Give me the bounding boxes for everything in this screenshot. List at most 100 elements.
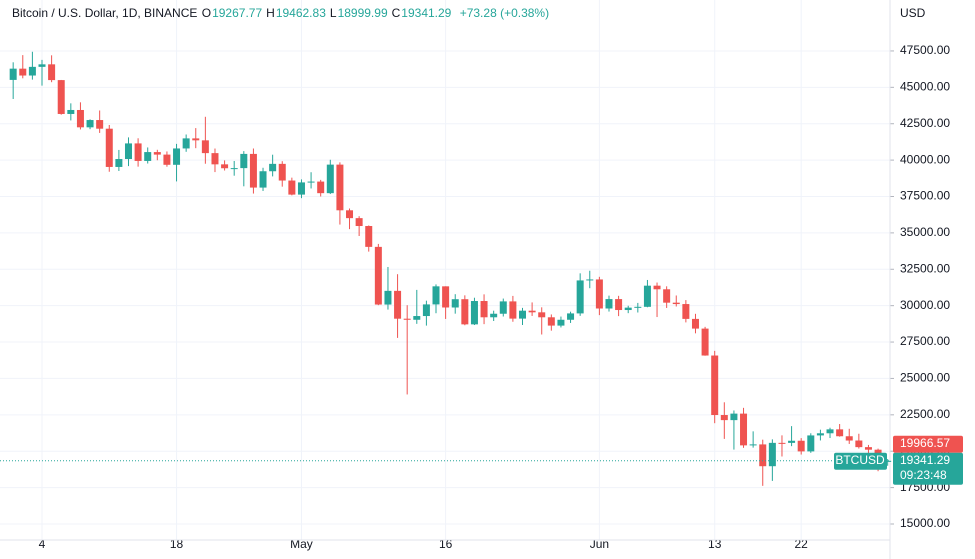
candle-body <box>67 109 75 114</box>
y-tick-label: 35000.00 <box>900 225 950 239</box>
ohlc-value: 19462.83 <box>275 6 326 20</box>
candle-body <box>807 435 815 452</box>
candle-body <box>499 301 507 314</box>
marker-price-label: 19966.57 <box>900 436 950 450</box>
candle-body <box>740 413 748 446</box>
candle-body <box>836 429 844 437</box>
candle-body <box>586 279 594 281</box>
candle-body <box>336 164 344 211</box>
y-tick-label: 32500.00 <box>900 261 950 275</box>
candle-body <box>691 318 699 329</box>
header: Bitcoin / U.S. Dollar, 1D, BINANCE O1926… <box>12 6 550 20</box>
candle-body <box>374 246 382 305</box>
candle-body <box>442 286 450 308</box>
candle-body <box>346 210 354 219</box>
candle-body <box>9 68 17 80</box>
y-tick-label: 47500.00 <box>900 43 950 57</box>
candle-body <box>509 301 517 319</box>
candle-body <box>422 304 430 317</box>
currency: USD <box>900 6 926 20</box>
y-tick-label: 25000.00 <box>900 371 950 385</box>
candle-body <box>105 128 113 167</box>
x-tick-label: 18 <box>170 537 184 551</box>
candle-body <box>595 279 603 309</box>
x-tick-label: Jun <box>590 537 609 551</box>
candle-body <box>365 226 373 247</box>
candle-body <box>797 440 805 452</box>
candle-body <box>576 280 584 314</box>
candle-body <box>96 120 104 129</box>
candle-body <box>76 109 84 128</box>
ohlc-value: 19341.29 <box>401 6 452 20</box>
candle-body <box>634 306 642 308</box>
y-tick-label: 27500.00 <box>900 334 950 348</box>
candle-body <box>201 140 209 154</box>
ohlc: O19267.77 H19462.83 L18999.99 C19341.29 <box>202 6 456 20</box>
candle-body <box>307 181 315 183</box>
candle-body <box>826 429 834 434</box>
y-tick-label: 40000.00 <box>900 152 950 166</box>
candle-body <box>480 301 488 318</box>
ohlc-label: C <box>391 6 401 20</box>
y-tick-label: 45000.00 <box>900 80 950 94</box>
y-tick-label: 42500.00 <box>900 116 950 130</box>
candle-body <box>643 285 651 307</box>
candle-body <box>115 159 123 167</box>
candle-body <box>86 120 94 128</box>
candle-body <box>19 68 27 76</box>
marker-price-box <box>893 435 963 453</box>
candle-body <box>538 312 546 318</box>
candle-body <box>57 80 65 114</box>
countdown: 09:23:48 <box>900 468 947 482</box>
candle-body <box>788 440 796 443</box>
candle-body <box>759 444 767 467</box>
candle-body <box>605 299 613 309</box>
candle-body <box>615 299 623 311</box>
candle-body <box>567 313 575 320</box>
y-tick-label: 37500.00 <box>900 189 950 203</box>
candle-body <box>778 442 786 444</box>
candle-body <box>240 153 248 169</box>
candle-body <box>711 355 719 416</box>
candle-body <box>288 180 296 195</box>
candle-body <box>221 164 229 169</box>
y-tick-label: 15000.00 <box>900 516 950 530</box>
candle-body <box>403 318 411 320</box>
candle-body <box>682 304 690 319</box>
candle-body <box>326 164 334 194</box>
candle-body <box>730 413 738 421</box>
candle-body <box>884 460 892 462</box>
candle-body <box>432 286 440 305</box>
candle-body <box>864 447 872 450</box>
symbol-box <box>834 452 887 470</box>
candle-body <box>451 299 459 308</box>
x-tick-label: 4 <box>39 537 46 551</box>
candle-body <box>259 171 267 188</box>
candle-body <box>768 442 776 467</box>
candle-body <box>816 433 824 436</box>
candle-body <box>394 290 402 319</box>
candle-body <box>230 168 238 170</box>
candle-body <box>720 415 728 421</box>
candle-body <box>470 301 478 325</box>
ohlc-value: 19267.77 <box>212 6 263 20</box>
candle-body <box>38 64 46 67</box>
candle-body <box>182 138 190 149</box>
candle-body <box>192 138 200 141</box>
symbol-label: BTCUSD <box>835 453 885 467</box>
candle-body <box>701 328 709 356</box>
x-tick-label: May <box>290 537 313 551</box>
candle-body <box>163 154 171 165</box>
candle-body <box>653 285 661 290</box>
candle-body <box>384 290 392 305</box>
x-tick-label: 22 <box>795 537 809 551</box>
last-price-label: 19341.29 <box>900 453 950 467</box>
y-tick-label: 30000.00 <box>900 298 950 312</box>
change: +73.28 (+0.38%) <box>459 6 550 20</box>
candle-body <box>413 316 421 320</box>
candle-body <box>557 319 565 326</box>
ohlc-value: 18999.99 <box>337 6 388 20</box>
x-tick-label: 16 <box>439 537 453 551</box>
